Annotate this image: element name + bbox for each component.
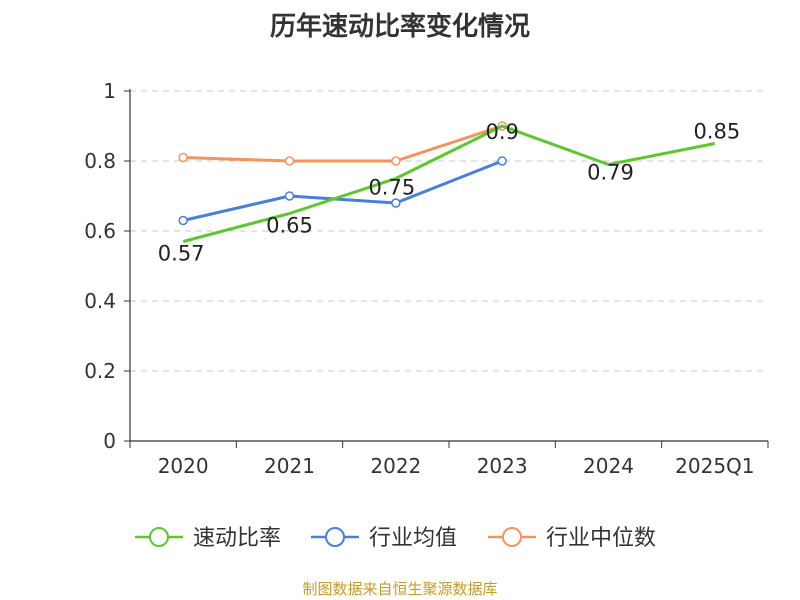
y-tick-label: 0.2 [84, 359, 116, 383]
data-point [284, 156, 295, 166]
data-point [497, 156, 507, 166]
y-tick-label: 1 [103, 79, 116, 103]
x-tick-label: 2025Q1 [675, 454, 754, 478]
data-label: 0.79 [587, 161, 634, 185]
legend-item: 速动比率 [135, 526, 281, 551]
chart-title: 历年速动比率变化情况 [269, 12, 530, 42]
legend-item: 行业均值 [311, 526, 457, 551]
y-tick-label: 0.8 [84, 149, 116, 173]
legend-marker [149, 527, 169, 547]
x-tick-label: 2022 [370, 454, 421, 478]
legend-marker [502, 527, 522, 547]
legend-label: 行业均值 [369, 526, 457, 551]
y-tick-label: 0.6 [84, 219, 116, 243]
x-tick-label: 2023 [477, 454, 528, 478]
grid-lines [130, 90, 768, 372]
axes: 0 0.2 0.4 0.6 0.8 1 2020 2021 2022 2023 2024 2025Q1 [84, 79, 769, 478]
legend-label: 速动比率 [193, 526, 281, 551]
data-point [391, 156, 401, 166]
series-lines [178, 121, 716, 243]
x-tick-label: 2024 [583, 454, 634, 478]
series-line [183, 124, 503, 163]
data-labels: 0.57 0.65 0.75 0.9 0.79 0.85 [158, 120, 740, 266]
x-tick-label: 2021 [264, 454, 315, 478]
series-line [182, 124, 716, 243]
data-label: 0.75 [368, 176, 415, 200]
data-label: 0.85 [693, 120, 740, 144]
x-tick-label: 2020 [158, 454, 209, 478]
y-tick-label: 0 [103, 429, 116, 453]
data-point [178, 215, 188, 226]
legend-label: 行业中位数 [546, 526, 656, 551]
data-label: 0.9 [485, 120, 518, 144]
legend-marker [325, 527, 345, 547]
series-line [182, 159, 503, 222]
data-point [391, 198, 401, 208]
data-label: 0.65 [266, 214, 313, 238]
data-point [284, 191, 295, 201]
data-source-note: 制图数据来自恒生聚源数据库 [302, 580, 498, 598]
legend-item: 行业中位数 [488, 526, 656, 551]
data-label: 0.57 [158, 242, 205, 266]
data-point [178, 152, 188, 163]
legend: 速动比率 行业均值 行业中位数 [135, 526, 656, 551]
y-tick-label: 0.4 [84, 289, 116, 313]
